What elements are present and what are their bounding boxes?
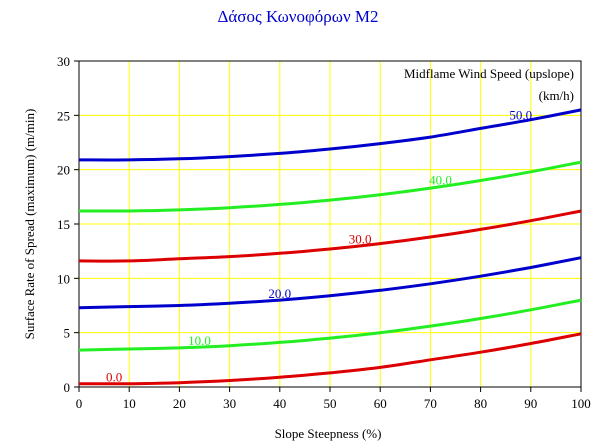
x-tick-label: 20 <box>173 396 186 411</box>
x-tick-label: 60 <box>374 396 387 411</box>
series-line-1 <box>78 298 582 352</box>
series-line-3 <box>78 209 582 263</box>
y-tick-label: 20 <box>57 163 70 178</box>
y-axis-label: Surface Rate of Spread (maximum) (m/min) <box>22 109 37 340</box>
chart-title: Δάσος Κωνοφόρων Μ2 <box>217 7 378 26</box>
x-tick-label: 80 <box>474 396 487 411</box>
legend-title: Midflame Wind Speed (upslope) <box>404 66 574 81</box>
x-tick-label: 70 <box>424 396 437 411</box>
series-line-5 <box>78 108 582 162</box>
series-label-2: 20.0 <box>268 286 291 301</box>
series-labels: 0.0 10.0 20.0 30.0 40.0 50.0 <box>106 107 532 384</box>
y-tick-label: 5 <box>64 326 71 341</box>
series-label-5: 50.0 <box>509 107 532 122</box>
x-tick-label: 50 <box>324 396 337 411</box>
series-line-0 <box>78 332 582 386</box>
series-line-2 <box>78 256 582 310</box>
series-label-4: 40.0 <box>429 173 452 188</box>
x-tick-label: 30 <box>223 396 236 411</box>
grid <box>79 61 581 387</box>
x-tick-label: 90 <box>524 396 537 411</box>
y-tick-label: 25 <box>57 108 70 123</box>
x-axis-label: Slope Steepness (%) <box>275 426 382 441</box>
x-tick-label: 0 <box>76 396 83 411</box>
x-tick-label: 40 <box>273 396 286 411</box>
x-tick-label: 100 <box>571 396 591 411</box>
series-line-4 <box>78 160 582 213</box>
y-tick-label: 15 <box>57 217 70 232</box>
series-label-1: 10.0 <box>188 333 211 348</box>
series-lines <box>78 108 582 386</box>
x-tick-label: 10 <box>123 396 136 411</box>
y-tick-label: 10 <box>57 271 70 286</box>
y-tick-label: 0 <box>64 380 71 395</box>
axis-ticks: 0 10 20 30 40 50 60 70 80 90 100 0 5 10 15 20 25 30 <box>57 54 591 411</box>
series-label-3: 30.0 <box>349 232 372 247</box>
legend-units: (km/h) <box>539 88 574 103</box>
series-label-0: 0.0 <box>106 370 122 385</box>
y-tick-label: 30 <box>57 54 70 69</box>
